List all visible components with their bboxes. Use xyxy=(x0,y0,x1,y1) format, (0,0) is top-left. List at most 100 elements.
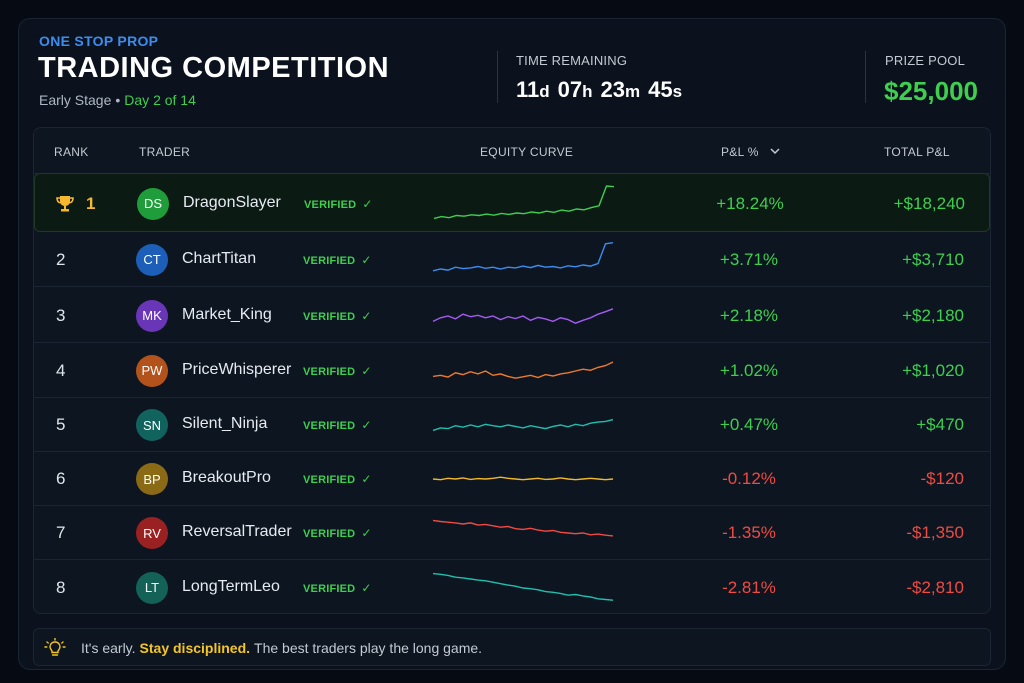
tip-banner: It's early. Stay disciplined. The best tra… xyxy=(33,628,991,666)
trader-name[interactable]: ReversalTrader xyxy=(182,523,292,540)
rank-value: 5 xyxy=(56,415,66,434)
stage-info: Early Stage • Day 2 of 14 xyxy=(39,92,196,108)
equity-curve-line xyxy=(432,418,614,432)
check-icon: ✓ xyxy=(361,363,372,378)
column-pnl-percent[interactable]: P&L % xyxy=(721,145,780,159)
equity-curve-sparkline xyxy=(432,418,614,432)
stage-label: Early Stage xyxy=(39,92,112,108)
rank-value: 2 xyxy=(56,249,66,269)
equity-curve-line xyxy=(432,241,614,271)
verified-label: VERIFIED xyxy=(303,582,356,595)
avatar: DS xyxy=(137,187,169,220)
total-pnl: +$2,180 xyxy=(902,305,964,325)
timer-hours: 07 xyxy=(557,77,583,102)
trophy-icon xyxy=(56,195,74,211)
total-pnl: -$1,350 xyxy=(906,523,964,542)
column-total-pnl: TOTAL P&L xyxy=(884,145,950,159)
pnl-percent: -0.12% xyxy=(722,469,776,488)
column-equity-curve: EQUITY CURVE xyxy=(480,145,574,159)
column-rank: RANK xyxy=(54,145,89,159)
trader-name[interactable]: ChartTitan xyxy=(182,249,257,267)
check-icon: ✓ xyxy=(362,196,373,211)
check-icon: ✓ xyxy=(361,308,372,323)
leaderboard-table: RANK TRADER EQUITY CURVE P&L % TOTAL P&L… xyxy=(33,127,991,614)
prize-pool-value: $25,000 xyxy=(884,76,978,106)
equity-curve-line xyxy=(432,307,614,324)
pnl-percent: +0.47% xyxy=(719,415,779,434)
verified-label: VERIFIED xyxy=(303,528,356,540)
timer-seconds: 45 xyxy=(648,77,673,102)
verified-badge: VERIFIED ✓ xyxy=(303,526,372,540)
equity-curve-sparkline xyxy=(432,241,614,271)
pnl-percent: +18.24% xyxy=(716,193,784,213)
verified-badge: VERIFIED ✓ xyxy=(303,309,372,323)
trader-name[interactable]: Market_King xyxy=(182,305,272,323)
timer-days-unit: d xyxy=(539,82,550,101)
avatar: RV xyxy=(136,517,168,549)
equity-curve-line xyxy=(432,572,614,601)
page-title: TRADING COMPETITION xyxy=(38,52,390,84)
timer-seconds-unit: s xyxy=(672,82,683,101)
rank-value: 8 xyxy=(56,577,66,597)
verified-badge: VERIFIED ✓ xyxy=(303,581,372,595)
pnl-percent: +3.71% xyxy=(719,249,779,269)
leaderboard-row[interactable]: 6 BP BreakoutPro VERIFIED ✓ -0.12% -$120 xyxy=(34,452,990,506)
lightbulb-icon xyxy=(44,638,66,656)
column-trader: TRADER xyxy=(139,145,191,159)
timer-hours-unit: h xyxy=(582,82,593,101)
total-pnl: +$3,710 xyxy=(902,249,964,269)
leaderboard-row[interactable]: 3 MK Market_King VERIFIED ✓ +2.18% +$2,18… xyxy=(34,288,990,343)
verified-badge: VERIFIED ✓ xyxy=(303,253,372,267)
check-icon: ✓ xyxy=(361,580,372,595)
equity-curve-sparkline xyxy=(432,476,614,481)
time-remaining-label: TIME REMAINING xyxy=(516,53,628,68)
equity-curve-sparkline xyxy=(432,360,614,379)
trader-name[interactable]: PriceWhisperer xyxy=(182,360,292,378)
avatar: CT xyxy=(136,243,168,276)
verified-badge: VERIFIED ✓ xyxy=(304,197,373,211)
total-pnl: -$2,810 xyxy=(906,577,964,597)
equity-curve-line xyxy=(433,184,615,219)
header-divider xyxy=(497,51,498,103)
trader-name[interactable]: DragonSlayer xyxy=(183,193,281,211)
total-pnl: +$18,240 xyxy=(893,193,965,213)
pnl-percent: +2.18% xyxy=(719,305,779,325)
equity-curve-sparkline xyxy=(433,184,615,219)
trader-name[interactable]: BreakoutPro xyxy=(182,469,271,486)
column-pnl-percent-label: P&L % xyxy=(721,145,759,159)
avatar: SN xyxy=(136,409,168,441)
avatar: PW xyxy=(136,354,168,387)
verified-label: VERIFIED xyxy=(303,310,356,323)
leaderboard-row[interactable]: 2 CT ChartTitan VERIFIED ✓ +3.71% +$3,710 xyxy=(34,232,990,287)
verified-label: VERIFIED xyxy=(303,254,356,267)
trader-name[interactable]: LongTermLeo xyxy=(182,577,280,595)
leaderboard-row[interactable]: 4 PW PriceWhisperer VERIFIED ✓ +1.02% +$1… xyxy=(34,343,990,398)
verified-label: VERIFIED xyxy=(304,198,357,211)
leaderboard-row[interactable]: 5 SN Silent_Ninja VERIFIED ✓ +0.47% +$470 xyxy=(34,398,990,452)
avatar: LT xyxy=(136,571,168,604)
table-header: RANK TRADER EQUITY CURVE P&L % TOTAL P&L xyxy=(34,128,990,174)
countdown-timer: 11d 07h 23m 45s xyxy=(516,77,690,103)
verified-badge: VERIFIED ✓ xyxy=(303,472,372,486)
rank-value: 4 xyxy=(56,360,66,380)
avatar: MK xyxy=(136,299,168,332)
equity-curve-line xyxy=(432,476,614,481)
pnl-percent: -1.35% xyxy=(722,523,776,542)
timer-days: 11 xyxy=(516,77,540,102)
equity-curve-line xyxy=(432,360,614,379)
chevron-down-icon xyxy=(770,148,780,155)
equity-curve-sparkline xyxy=(432,307,614,324)
leaderboard-row[interactable]: 1 DS DragonSlayer VERIFIED ✓ +18.24% +$18… xyxy=(34,173,990,232)
check-icon: ✓ xyxy=(361,418,372,432)
pnl-percent: -2.81% xyxy=(722,577,776,597)
timer-minutes-unit: m xyxy=(625,82,641,101)
header-divider xyxy=(865,51,866,103)
verified-label: VERIFIED xyxy=(303,365,356,378)
leaderboard-row[interactable]: 7 RV ReversalTrader VERIFIED ✓ -1.35% -$1… xyxy=(34,506,990,560)
leaderboard-row[interactable]: 8 LT LongTermLeo VERIFIED ✓ -2.81% -$2,81… xyxy=(34,560,990,613)
timer-minutes: 23 xyxy=(600,77,626,102)
verified-badge: VERIFIED ✓ xyxy=(303,418,372,432)
tip-text: It's early. Stay disciplined. The best tra… xyxy=(81,640,482,656)
tip-text-end: The best traders play the long game. xyxy=(254,640,483,656)
trader-name[interactable]: Silent_Ninja xyxy=(182,415,268,432)
